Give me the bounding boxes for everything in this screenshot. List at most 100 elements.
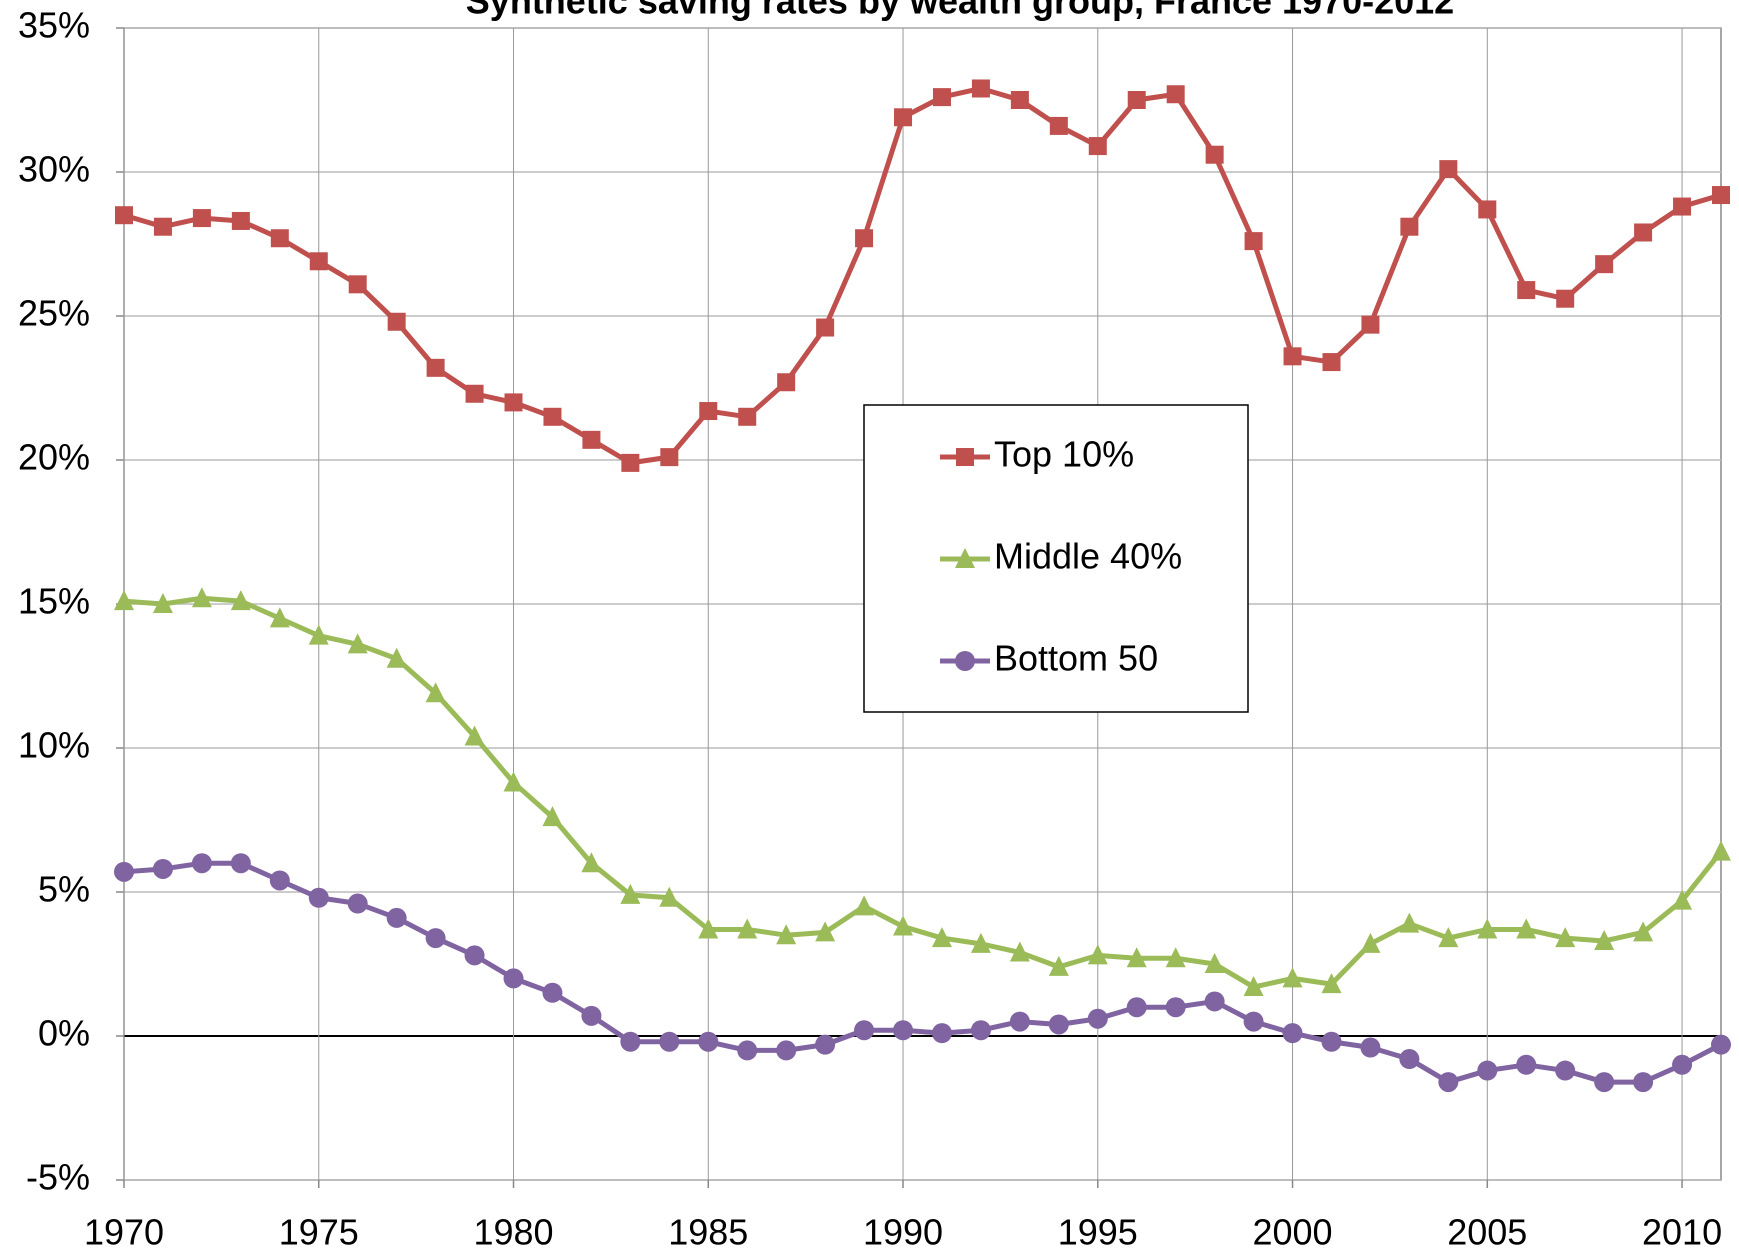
marker [1243, 976, 1264, 997]
marker [1009, 941, 1030, 962]
marker [956, 448, 974, 466]
marker [1555, 927, 1576, 948]
y-tick-label: 0% [38, 1013, 90, 1054]
marker [386, 647, 407, 668]
y-tick-label: 30% [18, 149, 90, 190]
marker [503, 968, 524, 989]
marker [1049, 116, 1068, 135]
marker [347, 633, 368, 654]
marker [659, 1031, 680, 1052]
marker [1477, 1060, 1498, 1081]
marker [426, 358, 445, 377]
marker [1478, 200, 1497, 219]
marker [231, 211, 250, 230]
marker [1321, 1031, 1342, 1052]
marker [348, 275, 367, 294]
marker [1283, 347, 1302, 366]
marker [698, 1031, 719, 1052]
marker [737, 918, 758, 939]
marker [1360, 1037, 1381, 1058]
marker [621, 453, 640, 472]
marker [1711, 840, 1731, 861]
marker [893, 1020, 914, 1041]
marker [1322, 353, 1341, 372]
marker [1438, 927, 1459, 948]
marker [1712, 186, 1730, 205]
marker [620, 1031, 641, 1052]
marker [1244, 232, 1263, 251]
marker [308, 624, 329, 645]
x-tick-label: 1970 [84, 1212, 164, 1253]
marker [542, 806, 563, 827]
marker [1633, 921, 1654, 942]
marker [464, 725, 485, 746]
marker [699, 402, 718, 421]
marker [152, 593, 173, 613]
marker [659, 886, 680, 907]
marker [1399, 912, 1420, 933]
marker [425, 928, 446, 949]
marker [464, 945, 485, 966]
marker [931, 1023, 952, 1044]
marker [698, 918, 719, 939]
x-tick-label: 1995 [1058, 1212, 1138, 1253]
marker [1204, 991, 1225, 1012]
marker [815, 921, 836, 942]
marker [465, 384, 484, 403]
marker [309, 252, 328, 271]
marker [776, 1040, 797, 1061]
y-tick-label: 10% [18, 725, 90, 766]
legend-label: Bottom 50 [994, 638, 1158, 679]
marker [1204, 953, 1225, 973]
marker [1048, 955, 1069, 976]
marker [503, 771, 524, 792]
marker [425, 682, 446, 703]
marker [1672, 889, 1693, 910]
marker [1048, 1014, 1069, 1035]
marker [854, 895, 875, 916]
marker [1166, 85, 1185, 104]
y-tick-label: 35% [18, 5, 90, 46]
marker [191, 587, 212, 608]
x-tick-label: 2000 [1252, 1212, 1332, 1253]
marker [955, 651, 975, 671]
marker [1243, 1011, 1264, 1032]
marker [970, 1020, 991, 1041]
marker [1165, 947, 1186, 968]
marker [1595, 255, 1614, 274]
marker [1594, 929, 1615, 950]
chart-title: Synthetic saving rates by wealth group, … [466, 0, 1454, 22]
marker [582, 430, 601, 449]
marker [1594, 1072, 1615, 1093]
marker [542, 982, 563, 1003]
marker [269, 870, 290, 891]
marker [387, 312, 406, 331]
marker [115, 206, 133, 225]
y-tick-label: 5% [38, 869, 90, 910]
marker [581, 1005, 602, 1026]
marker [1399, 1049, 1420, 1070]
x-tick-label: 1975 [279, 1212, 359, 1253]
marker [931, 927, 952, 948]
marker [620, 883, 641, 904]
marker [776, 924, 797, 945]
marker [308, 887, 329, 908]
marker [1516, 1054, 1537, 1075]
marker [1009, 1011, 1030, 1032]
marker [955, 548, 975, 568]
x-tick-label: 2005 [1447, 1212, 1527, 1253]
x-tick-label: 2010 [1642, 1212, 1722, 1253]
marker [1555, 1060, 1576, 1081]
y-tick-label: 20% [18, 437, 90, 478]
marker [1087, 1008, 1108, 1029]
marker [269, 607, 290, 628]
marker [1010, 91, 1029, 109]
marker [894, 108, 913, 127]
marker [153, 217, 172, 236]
marker [191, 853, 212, 874]
legend-label: Middle 40% [994, 536, 1182, 577]
marker [1127, 91, 1146, 109]
legend: Top 10% Middle 40% Bottom 50 [863, 404, 1249, 713]
marker [270, 229, 289, 248]
